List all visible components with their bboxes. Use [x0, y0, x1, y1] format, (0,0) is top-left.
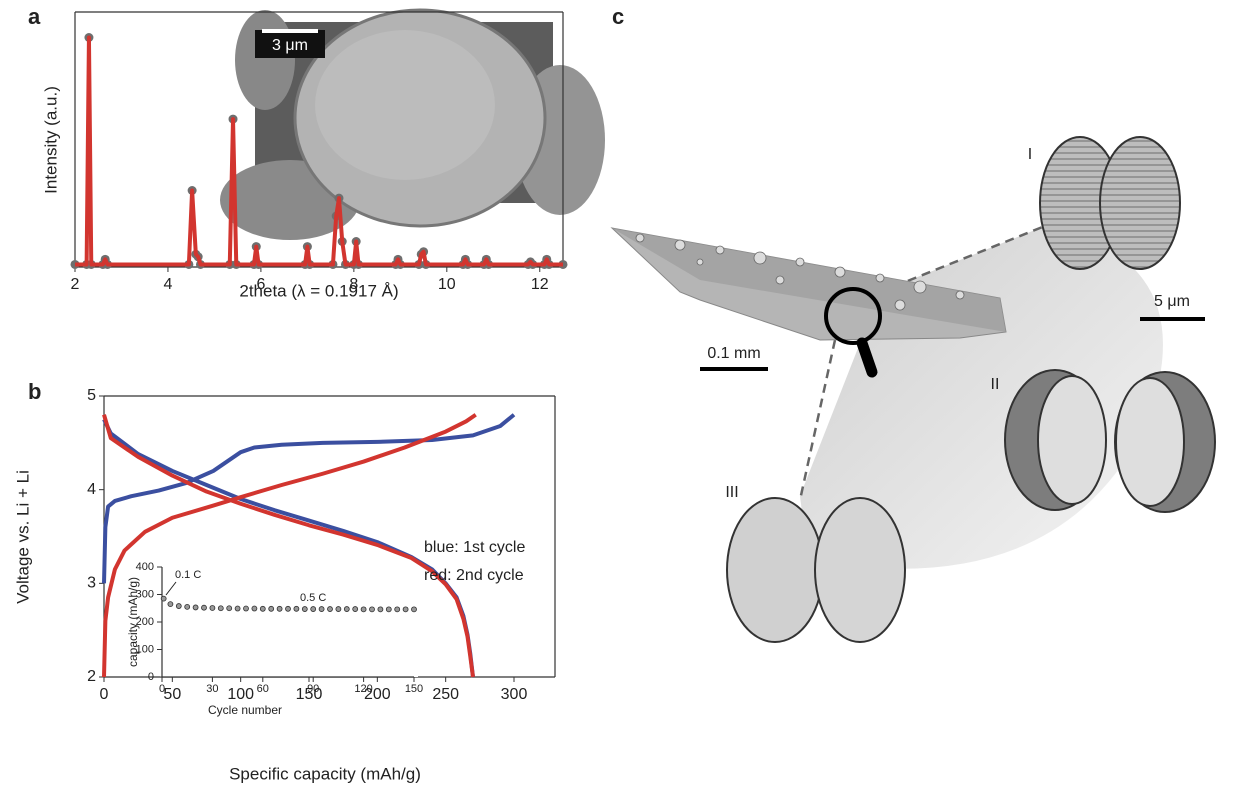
data-point	[310, 606, 317, 612]
x-tick-label: 150	[405, 683, 423, 695]
data-point	[318, 606, 325, 612]
legend-label: blue: 1st cycle	[424, 539, 525, 556]
y-tick-label: 100	[136, 643, 154, 655]
x-tick-label: 2	[71, 276, 80, 293]
data-point	[209, 605, 216, 611]
data-point	[167, 601, 174, 608]
scale-bar-label: 3 μm	[272, 37, 308, 54]
x-tick-label: 90	[307, 683, 319, 695]
data-point	[160, 595, 167, 602]
x-axis-title: Cycle number	[208, 703, 282, 717]
data-point	[175, 603, 182, 609]
y-axis-title: Intensity (a.u.)	[41, 86, 60, 194]
data-point	[327, 606, 333, 612]
particle-label: III	[725, 484, 738, 501]
x-axis-title: 2theta (λ = 0.1917 Å)	[239, 281, 398, 300]
x-tick-label: 8	[349, 276, 358, 293]
data-point	[411, 606, 417, 613]
particle-label: II	[991, 376, 1000, 393]
data-point	[276, 605, 283, 612]
x-tick-label: 100	[227, 686, 254, 703]
data-point	[234, 605, 241, 612]
panel-label: a	[28, 4, 41, 29]
data-point	[360, 606, 367, 613]
scale-bar-label: 0.1 mm	[707, 345, 760, 362]
y-axis-title: Voltage vs. Li + Li	[13, 470, 32, 604]
data-point	[301, 606, 308, 612]
data-point	[343, 606, 350, 612]
data-point	[268, 605, 275, 612]
scale-bar-label: 5 μm	[1154, 293, 1190, 310]
data-point	[335, 606, 342, 612]
x-tick-label: 150	[296, 686, 323, 703]
data-point	[402, 606, 409, 613]
data-point	[217, 605, 224, 612]
x-tick-label: 200	[364, 686, 391, 703]
x-tick-label: 250	[432, 686, 459, 703]
data-point	[293, 605, 300, 612]
data-point	[394, 606, 401, 613]
x-axis-title: Specific capacity (mAh/g)	[229, 764, 421, 783]
data-line	[75, 35, 563, 267]
x-tick-label: 12	[531, 276, 549, 293]
legend-label: red: 2nd cycle	[424, 567, 524, 584]
inset-background	[160, 567, 418, 677]
y-tick-label: 3	[87, 575, 96, 592]
y-tick-label: 4	[87, 481, 96, 498]
data-point	[259, 605, 266, 612]
y-tick-label: 200	[136, 616, 154, 628]
x-tick-label: 0	[100, 686, 109, 703]
y-tick-label: 5	[87, 387, 96, 404]
x-tick-label: 4	[163, 276, 172, 293]
data-point	[201, 604, 207, 611]
data-point	[226, 605, 233, 612]
data-point	[377, 606, 384, 613]
x-tick-label: 10	[438, 276, 456, 293]
x-tick-label: 30	[206, 683, 218, 695]
annotation-arrow	[165, 581, 177, 596]
x-tick-label: 0	[159, 683, 165, 695]
y-tick-label: 0	[148, 671, 154, 683]
x-tick-label: 6	[256, 276, 265, 293]
data-point	[192, 604, 199, 611]
x-tick-label: 300	[501, 686, 528, 703]
panel-label: c	[612, 4, 624, 29]
sem-image: 3 μm	[220, 8, 605, 240]
panel-label: b	[28, 379, 41, 404]
data-point	[251, 605, 258, 612]
data-point	[385, 606, 392, 613]
data-line	[102, 413, 477, 678]
y-axis-title: capacity (mAh/g)	[126, 577, 140, 667]
x-tick-label: 60	[257, 683, 269, 695]
particle-label: I	[1028, 146, 1032, 163]
y-tick-label: 300	[136, 588, 154, 600]
data-point	[243, 605, 249, 612]
data-point	[352, 606, 359, 612]
x-tick-label: 50	[163, 686, 181, 703]
data-point	[285, 605, 291, 612]
data-point	[184, 603, 191, 610]
y-tick-label: 2	[87, 668, 96, 685]
annotation: 0.1 C	[175, 569, 201, 581]
x-tick-label: 120	[354, 683, 372, 695]
tomography: 0.1 mm 5 μm I II III	[610, 136, 1216, 643]
annotation: 0.5 C	[300, 592, 326, 604]
y-tick-label: 400	[136, 561, 154, 573]
data-point	[369, 606, 375, 613]
